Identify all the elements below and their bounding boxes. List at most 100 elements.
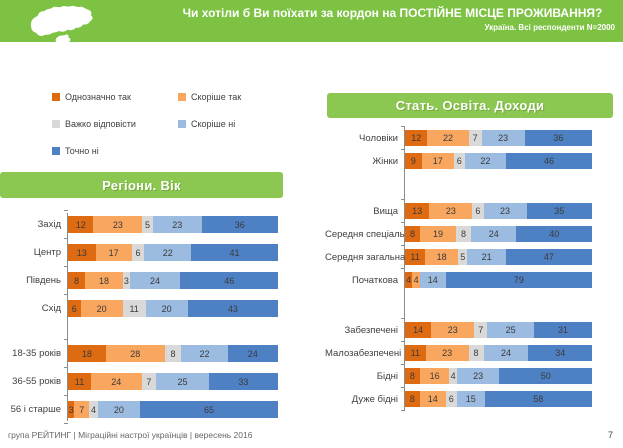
bar-segment-rather-no: 24 bbox=[471, 226, 517, 242]
value-label: 6 bbox=[135, 247, 141, 258]
value-label: 12 bbox=[411, 133, 422, 143]
value-label: 23 bbox=[473, 371, 484, 381]
bar-segment-rather-no: 25 bbox=[487, 322, 535, 338]
bar-segment-rather-yes: 23 bbox=[429, 203, 473, 219]
bar-group: Чоловіки 12 22 7 23 36 Жінки 9 17 6 22 46 bbox=[325, 126, 592, 169]
value-label: 13 bbox=[76, 247, 87, 258]
value-label: 4 bbox=[413, 275, 419, 285]
chart-row: Південь 8 18 3 24 46 bbox=[4, 266, 278, 289]
category-label: Вища bbox=[373, 205, 398, 217]
page-title: Чи хотіли б Ви поїхати за кордон на ПОСТ… bbox=[182, 6, 603, 20]
stacked-bar: 8 14 6 15 58 bbox=[405, 391, 592, 407]
stacked-bar: 12 22 7 23 36 bbox=[405, 130, 592, 146]
bar-segment-definitely-no: 79 bbox=[445, 272, 592, 288]
value-label: 17 bbox=[108, 247, 119, 258]
stacked-bar: 6 20 11 20 43 bbox=[68, 300, 278, 317]
ukraine-map-icon bbox=[30, 5, 93, 47]
chart-row: Жінки 9 17 6 22 46 bbox=[325, 149, 592, 169]
value-label: 11 bbox=[129, 303, 139, 314]
value-label: 22 bbox=[199, 348, 210, 359]
value-label: 20 bbox=[96, 303, 107, 314]
bar-segment-rather-yes: 18 bbox=[425, 249, 459, 265]
category-label: 18-35 років bbox=[12, 348, 61, 359]
bar-segment-definitely-no: 35 bbox=[526, 203, 593, 219]
bar-segment-definitely-yes: 6 bbox=[68, 300, 81, 317]
bar-segment-rather-no: 23 bbox=[481, 130, 525, 146]
bar-segment-rather-no: 20 bbox=[97, 401, 141, 418]
bar-segment-rather-no: 21 bbox=[467, 249, 506, 265]
bar-segment-definitely-no: 41 bbox=[191, 244, 279, 261]
value-label: 11 bbox=[410, 252, 420, 262]
value-label: 22 bbox=[443, 133, 454, 143]
value-label: 23 bbox=[172, 219, 183, 230]
value-label: 21 bbox=[481, 252, 492, 262]
value-label: 20 bbox=[161, 303, 172, 314]
bar-segment-hard-to-say: 5 bbox=[142, 216, 153, 233]
stacked-bar: 12 23 5 23 36 bbox=[68, 216, 278, 233]
chart-row: Малозабезпечені 11 23 8 24 34 bbox=[325, 341, 592, 361]
value-label: 5 bbox=[460, 252, 466, 262]
chart-row: Захід 12 23 5 23 36 bbox=[4, 210, 278, 233]
bar-segment-hard-to-say: 6 bbox=[445, 391, 457, 407]
value-label: 6 bbox=[456, 156, 462, 166]
bar-segment-rather-yes: 16 bbox=[419, 368, 450, 384]
value-label: 4 bbox=[406, 275, 412, 285]
value-label: 25 bbox=[177, 376, 188, 387]
value-label: 35 bbox=[554, 206, 565, 216]
category-label: Жінки bbox=[372, 155, 398, 167]
legend-item-rather-yes: Скоріше так bbox=[178, 92, 241, 102]
value-label: 13 bbox=[412, 206, 423, 216]
legend-swatch-hard-to-say bbox=[52, 120, 60, 128]
chart-axis bbox=[67, 213, 68, 421]
category-label: Схід bbox=[41, 303, 61, 314]
chart-row: Початкова 4 4 14 79 bbox=[325, 268, 592, 288]
value-label: 65 bbox=[204, 404, 215, 415]
value-label: 22 bbox=[162, 247, 173, 258]
chart-row: Вища 13 23 6 23 35 bbox=[325, 199, 593, 219]
footer-source: група РЕЙТИНГ | Міграційні настрої украї… bbox=[8, 430, 253, 440]
section-header-regions-age: Регіони. Вік bbox=[0, 172, 283, 198]
bar-group: 18-35 років 18 28 8 22 24 36-55 років 11 24 7 25 33… bbox=[4, 339, 278, 424]
value-label: 28 bbox=[130, 348, 141, 359]
value-label: 18 bbox=[81, 348, 92, 359]
bar-segment-definitely-yes: 11 bbox=[405, 249, 426, 265]
group-gap bbox=[325, 295, 592, 322]
category-label: Південь bbox=[26, 275, 61, 286]
bar-segment-hard-to-say: 8 bbox=[468, 345, 484, 361]
value-label: 23 bbox=[500, 206, 511, 216]
chart-row: Схід 6 20 11 20 43 bbox=[4, 294, 278, 317]
bar-segment-rather-no: 15 bbox=[456, 391, 485, 407]
bar-segment-definitely-yes: 12 bbox=[405, 130, 428, 146]
bar-segment-definitely-no: 24 bbox=[227, 345, 278, 362]
value-label: 20 bbox=[113, 404, 124, 415]
bar-segment-rather-no: 20 bbox=[145, 300, 188, 317]
bar-segment-rather-no: 25 bbox=[156, 373, 209, 390]
value-label: 17 bbox=[432, 156, 443, 166]
value-label: 14 bbox=[427, 394, 438, 404]
section-header-gender-education-income: Стать. Освіта. Доходи bbox=[327, 93, 613, 118]
chart-row: 18-35 років 18 28 8 22 24 bbox=[4, 339, 278, 362]
bar-segment-definitely-yes: 8 bbox=[405, 391, 420, 407]
value-label: 8 bbox=[410, 229, 416, 239]
legend-label: Точно ні bbox=[65, 146, 99, 156]
value-label: 23 bbox=[498, 133, 509, 143]
category-label: Малозабезпечені bbox=[325, 347, 402, 359]
value-label: 8 bbox=[461, 229, 467, 239]
value-label: 19 bbox=[433, 229, 444, 239]
bar-segment-rather-yes: 20 bbox=[80, 300, 123, 317]
bar-segment-definitely-yes: 9 bbox=[405, 153, 422, 169]
bar-segment-hard-to-say: 6 bbox=[472, 203, 484, 219]
bar-group: Забезпечені 14 23 7 25 31 Малозабезпечені 11 23 8… bbox=[325, 318, 593, 411]
legend-item-hard-to-say: Важко відповісти bbox=[52, 119, 174, 129]
bar-segment-rather-yes: 7 bbox=[74, 401, 90, 418]
chart-row: 36-55 років 11 24 7 25 33 bbox=[4, 367, 278, 390]
stacked-bar: 11 23 8 24 34 bbox=[405, 345, 592, 361]
bar-segment-rather-no: 14 bbox=[419, 272, 446, 288]
stacked-bar: 14 23 7 25 31 bbox=[405, 322, 593, 338]
value-label: 8 bbox=[409, 394, 415, 404]
bar-segment-hard-to-say: 6 bbox=[131, 244, 145, 261]
bar-segment-rather-yes: 19 bbox=[420, 226, 456, 242]
value-label: 23 bbox=[112, 219, 123, 230]
value-label: 8 bbox=[409, 371, 415, 381]
chart-row: Середня спеціальна 8 19 8 24 40 bbox=[325, 222, 592, 242]
